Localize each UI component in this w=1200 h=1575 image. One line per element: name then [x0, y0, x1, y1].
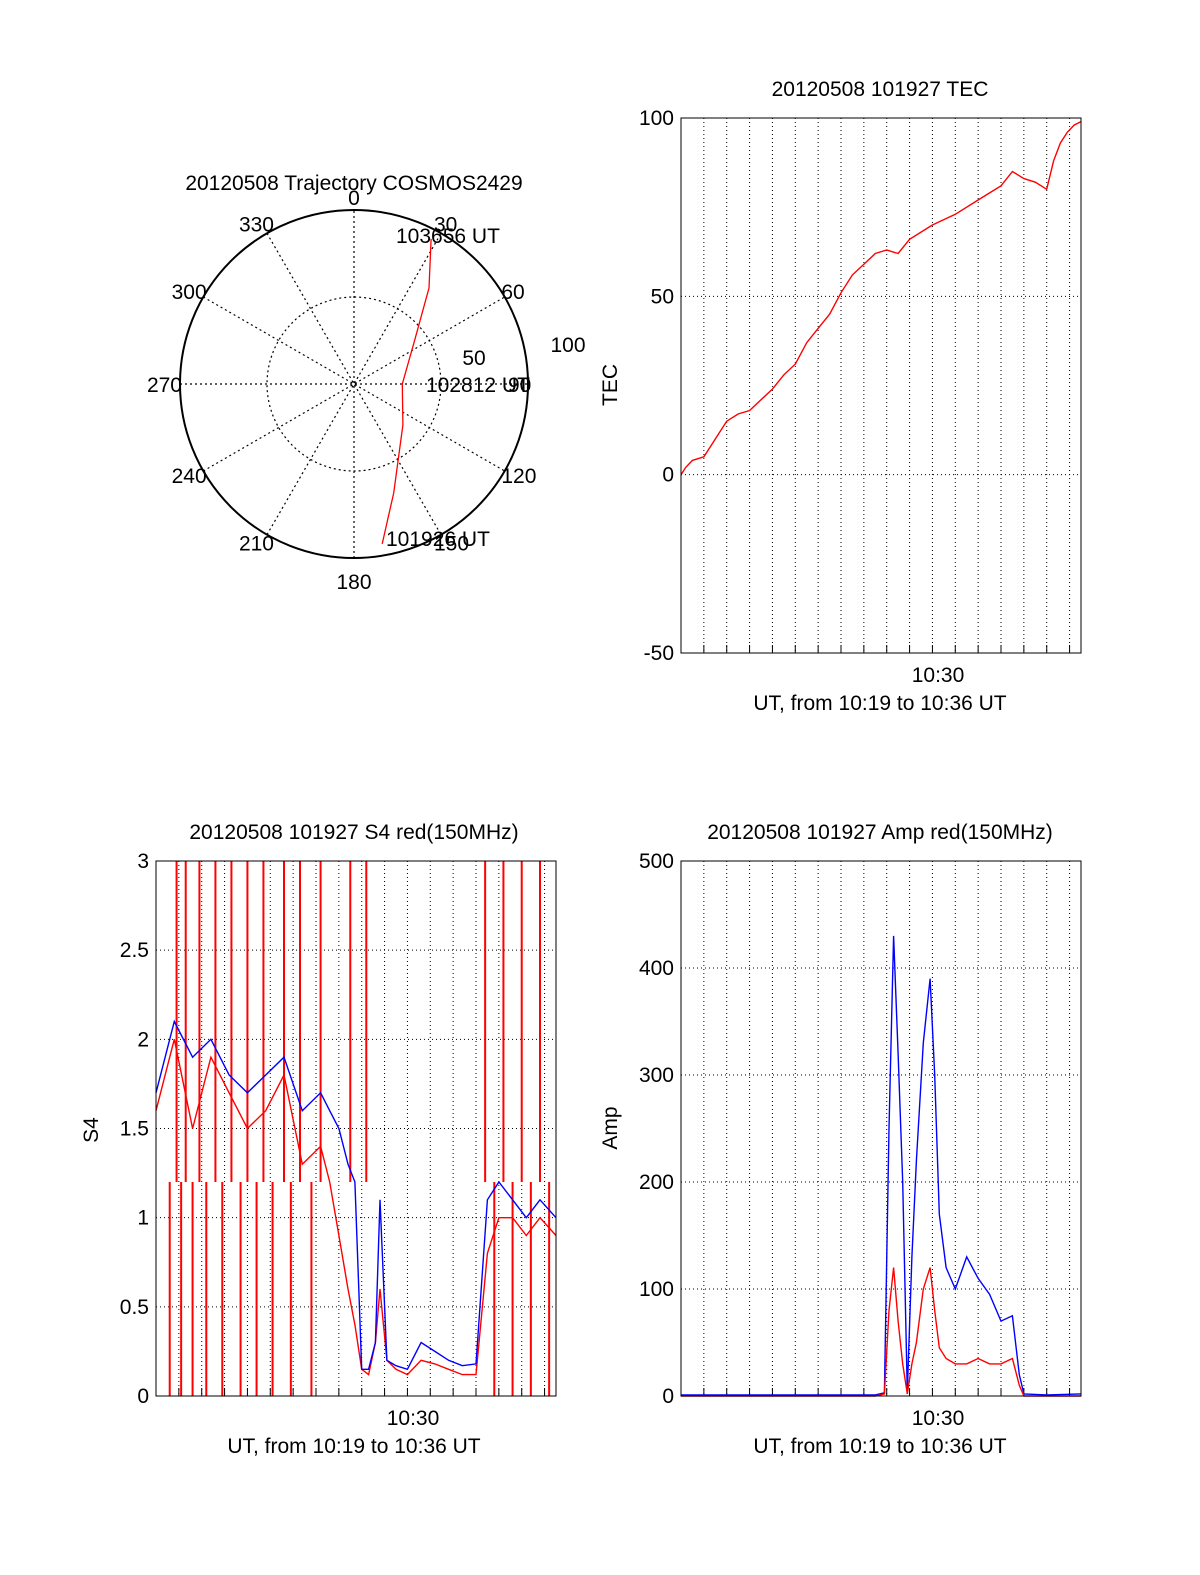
- amp-y-ticks: 0 100 200 300 400 500: [639, 850, 674, 1408]
- s4-title: 20120508 101927 S4 red(150MHz): [189, 821, 518, 844]
- tec-series: [680, 120, 1082, 476]
- tec-y-ticks: -50 0 50 100: [639, 107, 674, 665]
- polar-grid-spoke: [203, 296, 505, 472]
- amp-title: 20120508 101927 Amp red(150MHz): [707, 821, 1053, 844]
- polar-grid-spoke: [203, 296, 505, 472]
- s4-x-tick-label: 10:30: [387, 1407, 440, 1430]
- polar-series-line: [381, 238, 432, 545]
- amp-x-axis-label: UT, from 10:19 to 10:36 UT: [753, 1435, 1006, 1458]
- y-tick-label: 2.5: [120, 939, 149, 962]
- polar-angle-label: 210: [239, 532, 274, 555]
- tec-x-tick-label: 10:30: [912, 664, 965, 687]
- polar-grid: [180, 210, 528, 558]
- polar-radius-label: 50: [462, 347, 485, 370]
- polar-grid-circle: [266, 296, 442, 472]
- series-line: [681, 1267, 1081, 1397]
- polar-angle-labels: 0 30 60 90 120 150 180 210 240 270 300 330: [147, 187, 536, 594]
- amp-x-tick-label: 10:30: [912, 1407, 965, 1430]
- y-tick-label: 2: [137, 1028, 149, 1051]
- y-tick-label: 0.5: [120, 1296, 149, 1319]
- polar-annotation: 102812 UT: [426, 374, 530, 397]
- polar-annotation: 101926 UT: [386, 528, 490, 551]
- polar-grid-spoke: [266, 233, 442, 535]
- s4-y-axis-label: S4: [80, 1117, 103, 1143]
- tec-title: 20120508 101927 TEC: [772, 78, 989, 101]
- s4-series: [155, 861, 557, 1396]
- y-tick-label: 3: [137, 850, 149, 873]
- y-tick-label: 400: [639, 957, 674, 980]
- tec-x-axis-label: UT, from 10:19 to 10:36 UT: [753, 692, 1006, 715]
- series-line: [681, 935, 1082, 1396]
- polar-angle-label: 150: [434, 532, 469, 555]
- series-line: [155, 1019, 557, 1371]
- polar-angle-label: 300: [172, 281, 207, 304]
- polar-chart: 20120508 Trajectory COSMOS2429 0 30 60 90 12…: [147, 172, 586, 594]
- polar-angle-label: 0: [348, 187, 360, 210]
- y-tick-label: 300: [639, 1064, 674, 1087]
- s4-chart: 20120508 101927 S4 red(150MHz) 0 0.5 1 1.5 2…: [80, 821, 557, 1458]
- s4-plot-frame: [155, 860, 557, 1397]
- tec-chart: 20120508 101927 TEC -50 0 50 100 10:30 UT, …: [599, 78, 1082, 715]
- polar-angle-label: 270: [147, 374, 182, 397]
- y-tick-label: 1: [137, 1207, 149, 1230]
- amp-y-axis-label: Amp: [599, 1106, 622, 1149]
- polar-grid-spoke: [266, 233, 442, 535]
- amp-chart: 20120508 101927 Amp red(150MHz) 0 100 200 3…: [599, 821, 1082, 1458]
- y-tick-label: 50: [651, 285, 674, 308]
- amp-grid: [681, 861, 1081, 1396]
- amp-series: [681, 935, 1082, 1397]
- polar-radius-label: 100: [550, 334, 585, 357]
- polar-angle-label: 60: [501, 281, 524, 304]
- polar-angle-label: 180: [336, 571, 371, 594]
- polar-outer-circle: [179, 209, 529, 559]
- tec-y-axis-label: TEC: [599, 364, 622, 406]
- polar-angle-label: 30: [434, 214, 457, 237]
- y-tick-label: 100: [639, 107, 674, 130]
- polar-annotation: 103656 UT: [396, 225, 500, 248]
- s4-x-axis-label: UT, from 10:19 to 10:36 UT: [227, 1435, 480, 1458]
- y-tick-label: 0: [662, 1385, 674, 1408]
- polar-angle-label: 90: [508, 374, 531, 397]
- polar-angle-label: 120: [501, 465, 536, 488]
- y-tick-label: 0: [662, 464, 674, 487]
- y-tick-label: 200: [639, 1171, 674, 1194]
- series-line: [680, 120, 1082, 476]
- tec-grid: [681, 118, 1081, 653]
- s4-y-ticks: 0 0.5 1 1.5 2 2.5 3: [120, 850, 149, 1408]
- y-tick-label: 1.5: [120, 1118, 149, 1141]
- polar-title: 20120508 Trajectory COSMOS2429: [185, 172, 522, 195]
- y-tick-label: 100: [639, 1278, 674, 1301]
- tec-plot-frame: [680, 117, 1082, 654]
- polar-angle-label: 240: [172, 465, 207, 488]
- polar-angle-label: 330: [239, 214, 274, 237]
- y-tick-label: 0: [137, 1385, 149, 1408]
- amp-plot-frame: [680, 860, 1082, 1397]
- y-tick-label: -50: [644, 642, 674, 665]
- y-tick-label: 500: [639, 850, 674, 873]
